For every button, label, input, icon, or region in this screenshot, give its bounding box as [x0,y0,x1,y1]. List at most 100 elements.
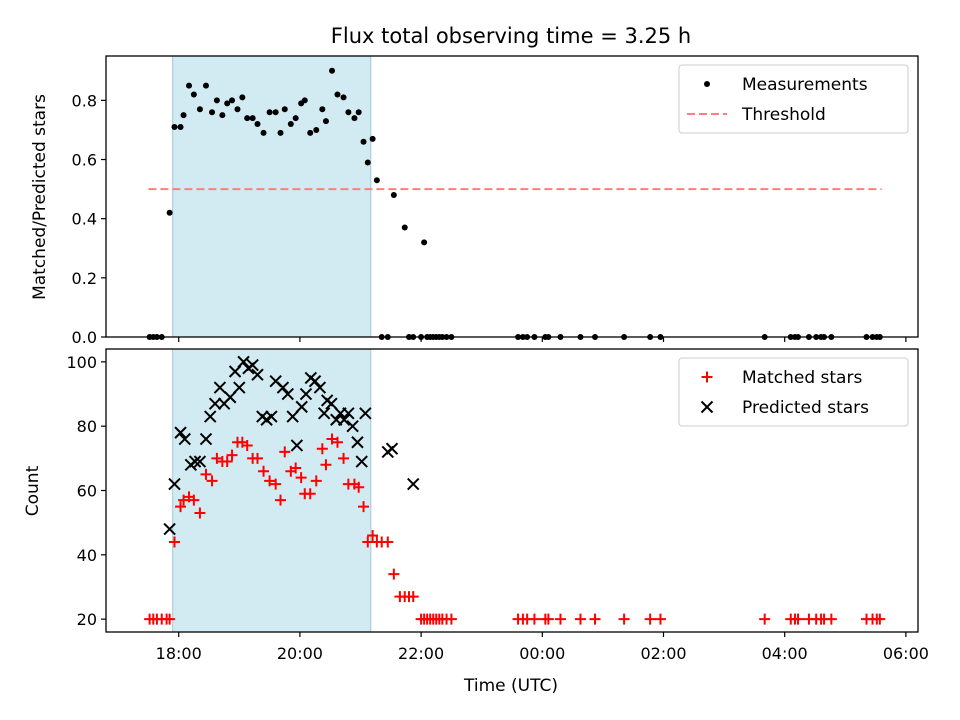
matched-star-point [874,613,886,625]
measurement-point [369,135,376,142]
measurement-point [249,115,256,122]
matched-star-point [644,613,656,625]
x-tick-label: 06:00 [883,644,929,663]
predicted-star-point [199,432,213,446]
y-tick-label: 0.8 [72,91,97,110]
matched-star-point [445,613,457,625]
measurement-point [329,67,336,74]
matched-star-point [654,613,666,625]
measurement-point [177,123,184,130]
predicted-star-point [276,381,290,394]
measurement-point [360,138,367,145]
measurement-point [390,192,397,199]
measurement-point [224,100,231,107]
matched-star-point [320,459,332,471]
matched-star-point [382,536,394,548]
measurement-point [266,109,273,116]
matched-star-point [554,613,566,625]
legend-label: Threshold [741,105,826,125]
measurement-point [234,106,241,113]
measurement-point [171,123,178,130]
measurement-point [209,109,216,116]
predicted-star-point [193,455,207,468]
predicted-star-point [342,407,355,420]
measurement-point [351,115,358,122]
matched-star-point [316,443,328,455]
measurement-point [272,109,279,116]
matched-star-point [168,536,180,548]
predicted-star-point [325,397,338,410]
top-legend: Measurements Threshold [678,64,909,134]
matched-star-point [206,475,218,487]
predicted-star-point [281,387,294,401]
top-y-axis-label: Matched/Predicted stars [30,94,50,300]
top-axes-frame [105,55,919,338]
bottom-axes: 18:00 20:00 22:00 00:00 02:00 04:00 06:00 20 40 6… [66,353,928,663]
predicted-star-point [233,381,246,394]
top-axes: 0.0 0.2 0.4 0.6 0.8 [72,91,907,347]
matched-star-point [258,465,270,477]
y-tick-label: 80 [77,417,97,436]
measurement-point [319,106,326,113]
measurement-point [277,129,284,136]
predicted-star-point [163,522,176,536]
measurement-point [401,224,408,231]
predicted-star-point [313,381,327,394]
x-tick-label: 18:00 [156,644,202,663]
predicted-star-point [351,436,364,449]
bottom-legend: Matched stars Predicted stars [678,357,909,427]
measurement-point [421,239,428,246]
predicted-star-point [265,410,278,423]
x-tick-label: 02:00 [640,644,686,663]
predicted-star-point [286,410,299,423]
measurement-point [190,91,197,98]
matched-star-point [825,613,837,625]
matched-star-point [759,613,771,625]
measurement-point [373,177,380,184]
predicted-star-point [224,391,237,404]
measurement-point [229,97,236,104]
measurement-point [340,94,347,101]
legend-label: Measurements [742,75,868,95]
measurement-point [322,118,329,125]
predicted-star-point [188,455,202,468]
bottom-y-axis-label: Count [23,465,43,516]
bottom-panel: 18:00 20:00 22:00 00:00 02:00 04:00 06:00 20 40 6… [23,348,929,696]
top-panel: 0.00.20.40.60.8 Matched/Predicted stars … [30,55,919,347]
predicted-star-point [385,442,399,455]
observing-span-bottom [172,348,372,633]
y-tick-label: 40 [77,546,97,565]
legend-swatch [701,371,713,383]
predicted-star-point [237,355,250,369]
measurement-point [334,91,341,98]
legend-swatch [700,400,714,414]
predicted-star-point [308,374,322,388]
measurement-point [244,115,251,122]
matched-star-point [275,494,287,506]
bottom-x-axis-label: Time (UTC) [463,676,558,696]
matched-star-point [264,475,276,487]
predicted-star-point [204,410,217,423]
measurement-point [313,126,320,133]
predicted-star-point [251,368,264,381]
matched-star-point [188,494,200,506]
measurement-point [254,121,261,128]
predicted-star-point [407,477,420,491]
matched-star-point [542,613,554,625]
matched-star-point [241,439,253,451]
matched-star-point [331,436,343,448]
y-tick-label: 100 [66,353,97,372]
matched-star-point [310,475,322,487]
matched-star-point [574,613,586,625]
measurement-point [180,112,187,119]
legend-label: Matched stars [742,368,862,388]
x-tick-label: 22:00 [398,644,444,663]
legend-swatch [704,81,710,87]
measurement-point [307,129,314,136]
matched-star-point [792,613,804,625]
measurement-point [166,209,173,216]
predicted-star-point [337,413,351,426]
y-tick-label: 60 [77,482,97,501]
matched-star-point [304,488,316,500]
measurement-point [202,82,209,89]
